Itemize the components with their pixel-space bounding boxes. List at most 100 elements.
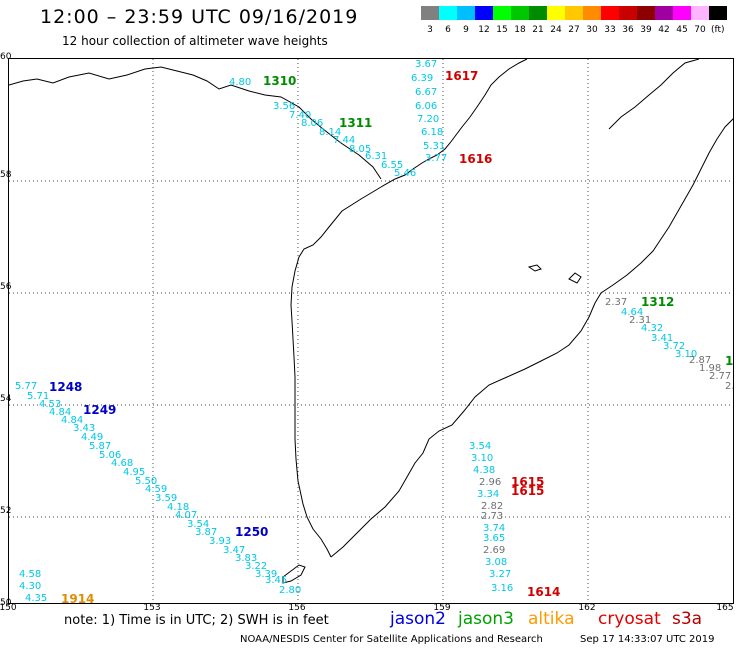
legend-tick-label: 9 — [463, 25, 469, 35]
pass-number-label: 1249 — [83, 403, 116, 417]
page-title: 12:00 – 23:59 UTC 09/16/2019 — [40, 6, 359, 28]
kuril-islands — [282, 564, 306, 584]
legend-tick-label: 12 — [478, 25, 490, 35]
eastern-kamchatka-coast — [330, 118, 733, 558]
pass-number-label: 1614 — [527, 585, 560, 599]
wave-height-reading: 2.77 — [709, 371, 731, 382]
wave-height-reading: 3.93 — [209, 536, 231, 547]
generation-timestamp: Sep 17 14:33:07 UTC 2019 — [580, 634, 715, 645]
legend-swatch — [457, 6, 475, 20]
wave-height-reading: 4.59 — [145, 484, 167, 495]
wave-height-reading: 3.77 — [425, 153, 447, 164]
wave-height-reading: 4.64 — [621, 307, 643, 318]
longitude-tick: 165 — [716, 603, 734, 613]
map-panel[interactable]: 4.80 3.56 7.40 8.06 8.14 7.44 8.05 6.31 6.55 5.46… — [8, 58, 734, 604]
legend-swatch — [673, 6, 691, 20]
wave-height-reading: 3.83 — [235, 553, 257, 564]
wave-height-reading: 3.87 — [195, 527, 217, 538]
pass-number-label: 1250 — [235, 525, 268, 539]
wave-height-reading: 7.44 — [333, 135, 355, 146]
legend-swatch — [439, 6, 457, 20]
graticule — [9, 59, 733, 603]
longitude-tick: 162 — [578, 603, 596, 613]
wave-height-reading: 4.80 — [229, 77, 251, 88]
wave-height-reading: 4.18 — [167, 502, 189, 513]
pass-number-label: 1615 — [511, 484, 544, 498]
pass-number-label: 1312 — [641, 295, 674, 309]
wave-height-reading: 2.37 — [605, 297, 627, 308]
karaginsky-island — [568, 272, 582, 284]
wave-height-reading: 5.77 — [15, 381, 37, 392]
pass-number-label: 1914 — [61, 592, 94, 604]
satellite-legend-item: cryosat — [598, 609, 661, 629]
latitude-tick: 60 — [0, 52, 12, 62]
latitude-tick: 50 — [0, 598, 12, 608]
wave-height-reading: 2.87 — [689, 355, 711, 366]
wave-height-reading: 8.05 — [349, 144, 371, 155]
wave-height-reading: 7.40 — [289, 110, 311, 121]
longitude-tick: 156 — [288, 603, 306, 613]
legend-tick-label: 30 — [586, 25, 598, 35]
legend-tick-label: 18 — [514, 25, 526, 35]
wave-height-reading: 3.54 — [469, 441, 491, 452]
legend-tick-label: 70 — [694, 25, 706, 35]
latitude-tick: 52 — [0, 506, 12, 516]
wave-height-reading: 1.98 — [699, 363, 721, 374]
wave-height-reading: 5.71 — [27, 391, 49, 402]
wave-height-reading: 5.46 — [394, 168, 416, 179]
wave-height-reading: 4.30 — [19, 581, 41, 592]
wave-height-reading: 4.84 — [61, 415, 83, 426]
western-kamchatka-coast — [290, 186, 382, 558]
wave-height-reading: 2.31 — [629, 315, 651, 326]
wave-height-reading: 3.16 — [491, 583, 513, 594]
wave-height-reading: 4.32 — [641, 323, 663, 334]
latitude-tick: 56 — [0, 282, 12, 292]
wave-height-reading: 8.14 — [319, 127, 341, 138]
legend-tick-label: 45 — [676, 25, 688, 35]
wave-height-reading: 3.59 — [155, 493, 177, 504]
legend-swatch — [619, 6, 637, 20]
wave-height-reading: 2.80 — [279, 585, 301, 596]
legend-swatch — [709, 6, 727, 20]
legend-swatch — [655, 6, 673, 20]
wave-height-reading: 6.55 — [381, 160, 403, 171]
wave-height-reading: 6.39 — [411, 73, 433, 84]
legend-tick-label: 36 — [622, 25, 634, 35]
legend-swatch — [529, 6, 547, 20]
wave-height-reading: 4.51 — [9, 59, 31, 62]
legend-tick-label: 15 — [496, 25, 508, 35]
longitude-tick: 153 — [143, 603, 161, 613]
legend-swatch — [421, 6, 439, 20]
okhotsk-north-coast — [9, 66, 382, 180]
wave-height-reading: 3.74 — [483, 523, 505, 534]
wave-height-reading: 2.5 — [725, 381, 734, 392]
wave-height-reading: 6.31 — [365, 151, 387, 162]
wave-height-reading: 3.45 — [265, 575, 287, 586]
wave-height-reading: 3.39 — [255, 569, 277, 580]
wave-height-reading: 4.58 — [19, 569, 41, 580]
wave-height-reading: 3.22 — [245, 561, 267, 572]
satellite-legend-item: jason2 — [390, 609, 446, 629]
wave-height-reading: 3.56 — [273, 101, 295, 112]
wave-height-reading: 3.08 — [485, 557, 507, 568]
legend-tick-label: 6 — [445, 25, 451, 35]
legend-swatch — [583, 6, 601, 20]
wave-height-reading: 3.67 — [415, 59, 437, 70]
wave-height-reading: 4.35 — [25, 593, 47, 604]
wave-height-reading: 3.54 — [187, 519, 209, 530]
legend-swatch — [601, 6, 619, 20]
wave-height-reading: 6.06 — [415, 101, 437, 112]
wave-height-reading: 4.49 — [81, 432, 103, 443]
legend-tick-label: 21 — [532, 25, 544, 35]
legend-swatch — [493, 6, 511, 20]
longitude-tick: 150 — [0, 603, 17, 613]
wave-height-reading: 4.53 — [39, 399, 61, 410]
wave-height-reading: 3.65 — [483, 533, 505, 544]
wave-height-reading: 3.27 — [489, 569, 511, 580]
legend-swatch — [691, 6, 709, 20]
map-canvas: 4.80 3.567.408.068.147.448.056.316.555.46… — [9, 59, 734, 604]
legend-unit: (ft) — [711, 25, 725, 35]
wave-height-reading: 3.34 — [477, 489, 499, 500]
wave-height-reading: 5.06 — [99, 450, 121, 461]
satellite-legend-item: altika — [528, 609, 575, 629]
